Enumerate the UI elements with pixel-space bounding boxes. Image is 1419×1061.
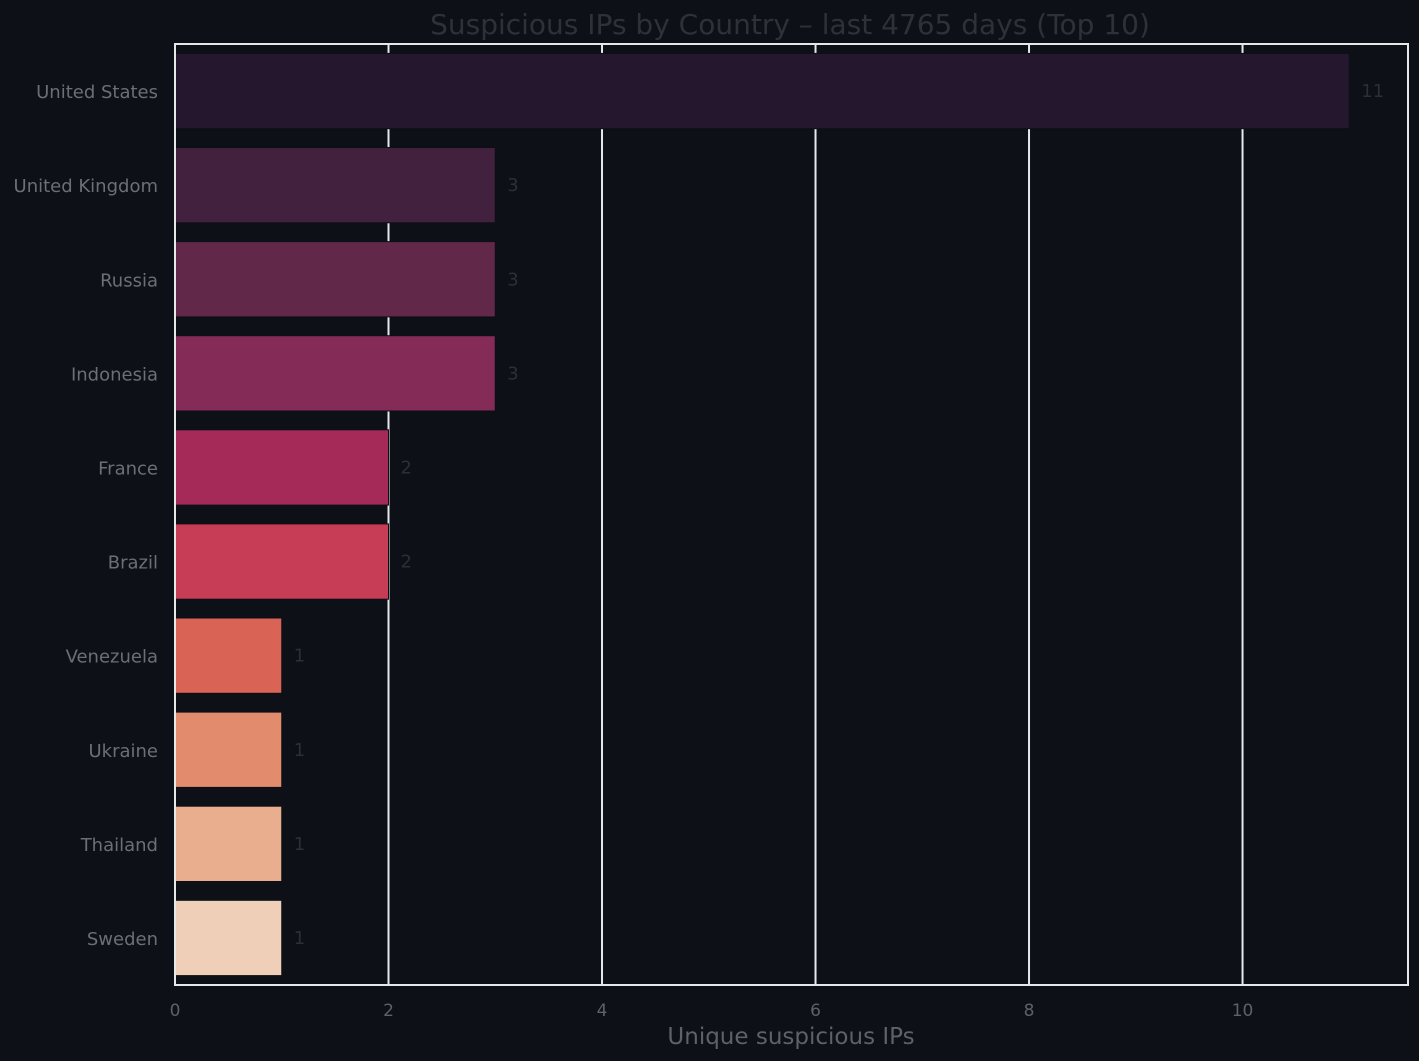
bar	[174, 899, 283, 977]
x-tick-label: 6	[810, 1001, 821, 1021]
x-tick-label: 2	[383, 1001, 394, 1021]
x-tick-label: 8	[1024, 1001, 1035, 1021]
value-label: 3	[507, 363, 518, 384]
bar	[174, 335, 496, 412]
category-label: France	[98, 458, 158, 479]
category-label: Brazil	[108, 553, 158, 574]
value-label: 11	[1361, 81, 1384, 102]
bar	[174, 147, 496, 224]
category-label: Venezuela	[66, 647, 158, 668]
category-label: United States	[36, 82, 158, 103]
bar	[174, 52, 1350, 130]
plot-frame	[174, 43, 1409, 986]
bar	[174, 241, 496, 318]
bar	[174, 805, 283, 882]
category-label: Ukraine	[88, 741, 158, 762]
bars	[174, 52, 1350, 977]
value-label: 1	[294, 834, 305, 855]
category-label: Indonesia	[71, 364, 158, 385]
value-label: 1	[294, 646, 305, 667]
value-label: 2	[401, 552, 412, 573]
x-tick-label: 0	[170, 1001, 181, 1021]
value-label: 3	[507, 269, 518, 290]
bar	[174, 617, 283, 694]
bar	[174, 429, 390, 506]
x-tick-labels: 0 2 4 6 8 10	[170, 1001, 1254, 1021]
bar	[174, 523, 390, 600]
x-axis-label: Unique suspicious IPs	[667, 1024, 914, 1050]
x-tick-label: 10	[1232, 1001, 1254, 1021]
chart-title: Suspicious IPs by Country – last 4765 da…	[430, 8, 1150, 41]
value-label: 3	[507, 175, 518, 196]
x-tick-label: 4	[597, 1001, 608, 1021]
value-label: 1	[294, 740, 305, 761]
category-labels: United States United Kingdom Russia Indones…	[14, 82, 158, 950]
bar	[174, 711, 283, 788]
category-label: Russia	[100, 270, 158, 291]
value-label: 1	[294, 928, 305, 949]
category-label: United Kingdom	[14, 176, 158, 197]
value-label: 2	[401, 457, 412, 478]
grid-lines	[387, 44, 1244, 985]
category-label: Thailand	[80, 835, 158, 856]
category-label: Sweden	[87, 929, 158, 950]
